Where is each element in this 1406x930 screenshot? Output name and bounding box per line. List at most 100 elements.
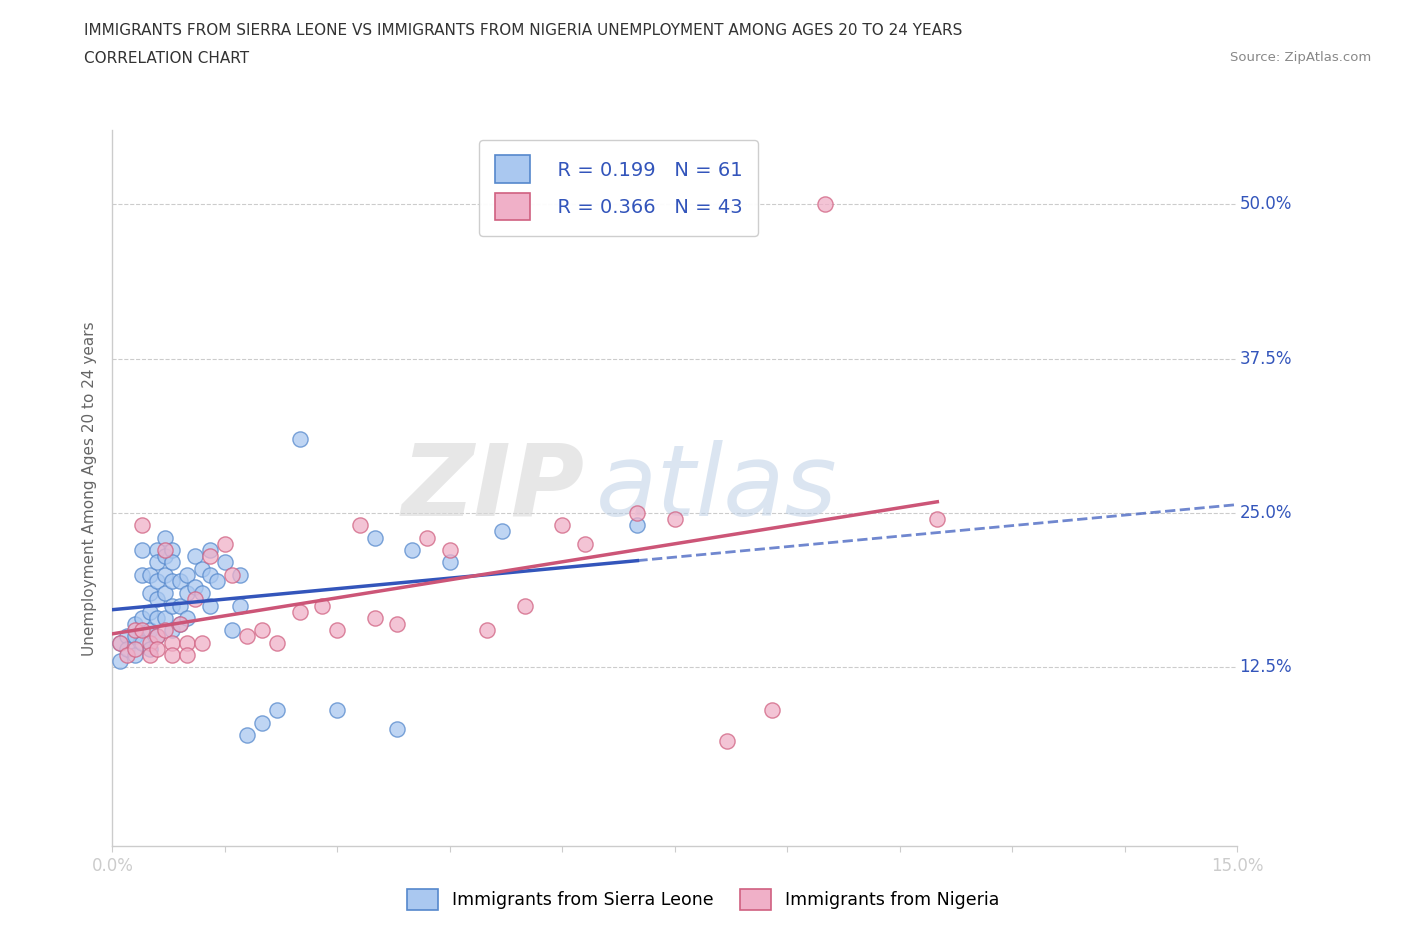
Point xyxy=(146,555,169,570)
Point xyxy=(716,734,738,749)
Point xyxy=(124,642,146,657)
Text: IMMIGRANTS FROM SIERRA LEONE VS IMMIGRANTS FROM NIGERIA UNEMPLOYMENT AMONG AGES : IMMIGRANTS FROM SIERRA LEONE VS IMMIGRAN… xyxy=(84,23,963,38)
Point xyxy=(176,586,198,601)
Point xyxy=(117,629,139,644)
Text: CORRELATION CHART: CORRELATION CHART xyxy=(84,51,249,66)
Point xyxy=(139,647,162,662)
Point xyxy=(176,647,198,662)
Point xyxy=(176,635,198,650)
Point xyxy=(229,567,252,582)
Point xyxy=(139,623,162,638)
Point xyxy=(401,542,423,557)
Point xyxy=(191,586,214,601)
Point xyxy=(162,542,184,557)
Point xyxy=(131,635,153,650)
Point xyxy=(146,642,169,657)
Point xyxy=(364,530,387,545)
Point xyxy=(574,537,596,551)
Point xyxy=(236,629,259,644)
Point xyxy=(146,574,169,589)
Point xyxy=(124,647,146,662)
Point xyxy=(176,567,198,582)
Point xyxy=(191,635,214,650)
Point xyxy=(288,432,311,446)
Point xyxy=(131,567,153,582)
Point xyxy=(153,623,176,638)
Y-axis label: Unemployment Among Ages 20 to 24 years: Unemployment Among Ages 20 to 24 years xyxy=(82,321,97,656)
Point xyxy=(169,574,191,589)
Point xyxy=(927,512,949,526)
Point xyxy=(131,610,153,625)
Point xyxy=(124,623,146,638)
Text: 12.5%: 12.5% xyxy=(1240,658,1292,676)
Point xyxy=(214,537,236,551)
Point xyxy=(146,629,169,644)
Point xyxy=(117,647,139,662)
Point xyxy=(131,518,153,533)
Point xyxy=(153,549,176,564)
Text: Source: ZipAtlas.com: Source: ZipAtlas.com xyxy=(1230,51,1371,64)
Point xyxy=(761,703,783,718)
Point xyxy=(252,623,274,638)
Point xyxy=(153,610,176,625)
Point xyxy=(814,197,837,212)
Point xyxy=(146,629,169,644)
Point xyxy=(146,542,169,557)
Point xyxy=(131,542,153,557)
Point xyxy=(439,542,461,557)
Point xyxy=(626,518,648,533)
Point xyxy=(162,555,184,570)
Point xyxy=(184,579,207,594)
Point xyxy=(146,591,169,606)
Point xyxy=(153,586,176,601)
Legend:   R = 0.199   N = 61,   R = 0.366   N = 43: R = 0.199 N = 61, R = 0.366 N = 43 xyxy=(479,140,758,236)
Text: 50.0%: 50.0% xyxy=(1240,195,1292,213)
Point xyxy=(108,635,131,650)
Point xyxy=(349,518,371,533)
Point xyxy=(626,506,648,521)
Point xyxy=(139,567,162,582)
Point xyxy=(176,610,198,625)
Point xyxy=(139,604,162,619)
Point xyxy=(198,567,221,582)
Point xyxy=(491,524,513,538)
Legend: Immigrants from Sierra Leone, Immigrants from Nigeria: Immigrants from Sierra Leone, Immigrants… xyxy=(399,882,1007,917)
Point xyxy=(198,598,221,613)
Point xyxy=(162,635,184,650)
Point xyxy=(664,512,686,526)
Point xyxy=(153,530,176,545)
Point xyxy=(184,591,207,606)
Point xyxy=(326,623,349,638)
Point xyxy=(311,598,333,613)
Point xyxy=(364,610,387,625)
Point xyxy=(387,722,409,737)
Point xyxy=(252,715,274,730)
Point xyxy=(198,542,221,557)
Point xyxy=(162,647,184,662)
Point xyxy=(221,623,243,638)
Point xyxy=(326,703,349,718)
Point xyxy=(288,604,311,619)
Point xyxy=(266,703,288,718)
Point xyxy=(153,542,176,557)
Point xyxy=(131,623,153,638)
Point xyxy=(229,598,252,613)
Point xyxy=(139,635,162,650)
Point xyxy=(221,567,243,582)
Point xyxy=(207,574,229,589)
Point xyxy=(153,567,176,582)
Point xyxy=(266,635,288,650)
Point xyxy=(169,598,191,613)
Point xyxy=(551,518,574,533)
Point xyxy=(108,654,131,669)
Point xyxy=(139,642,162,657)
Point xyxy=(184,549,207,564)
Point xyxy=(236,728,259,743)
Point xyxy=(124,617,146,631)
Point xyxy=(162,623,184,638)
Text: ZIP: ZIP xyxy=(402,440,585,537)
Point xyxy=(416,530,439,545)
Point xyxy=(146,610,169,625)
Point xyxy=(139,586,162,601)
Point xyxy=(162,574,184,589)
